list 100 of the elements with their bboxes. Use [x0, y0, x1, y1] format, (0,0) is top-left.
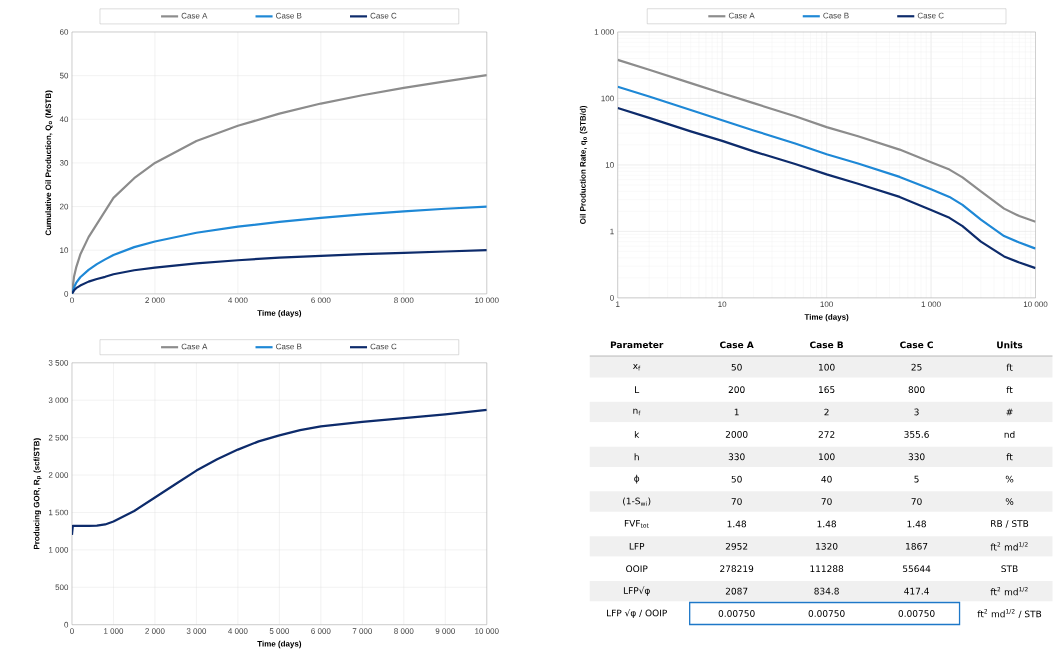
text: h [634, 453, 639, 461]
text: 1320 [816, 543, 838, 550]
x-tick-label: 2 000 [145, 297, 165, 304]
text: LFP [629, 543, 645, 550]
text: Case C [900, 341, 933, 349]
text: n$_{f}$ [633, 408, 641, 416]
text: nd [1004, 431, 1015, 439]
x-tick-label: 4 000 [228, 297, 248, 304]
text: 330 [728, 453, 745, 461]
y-tick-label: 3 000 [48, 397, 69, 404]
text: 70 [821, 498, 832, 506]
text: 70 [731, 498, 742, 506]
y-tick-label: 40 [59, 116, 69, 123]
text: 834.8 [814, 587, 839, 595]
legend-label: Case C [370, 13, 397, 19]
y-tick-label: 3 500 [48, 360, 69, 366]
text: 111288 [810, 565, 844, 573]
text: Case A [720, 341, 754, 349]
x-tick-label: 10 000 [475, 628, 499, 635]
text: 55644 [902, 565, 931, 573]
text: 3 [914, 408, 919, 416]
text: 417.4 [904, 587, 929, 595]
text: 100 [819, 453, 835, 461]
x-tick-label: 7 000 [352, 628, 373, 635]
legend-label: Case B [276, 13, 302, 19]
text: 1867 [906, 543, 928, 550]
legend-label: Case C [917, 12, 944, 19]
x-tick-label: 6 000 [311, 297, 331, 304]
text: ft$^{2}$ md$^{1/2}$ / STB [977, 609, 1042, 619]
y-tick-label: 100 [601, 95, 614, 102]
text: 2 [824, 408, 829, 416]
text: 355.6 [904, 431, 929, 438]
legend-label: Case A [728, 12, 755, 19]
text: 50 [731, 475, 742, 483]
y-tick-label: 2 500 [48, 434, 69, 441]
text: 200 [728, 386, 745, 394]
text: 25 [911, 363, 922, 371]
text: 2087 [725, 587, 748, 595]
text: 272 [818, 431, 835, 438]
y-axis-title: Producing GOR, R$_{p}$ (scf/STB) [33, 438, 42, 550]
text: 2952 [725, 543, 748, 550]
y-tick-label: 2 000 [48, 472, 69, 479]
y-tick-label: 20 [59, 203, 69, 210]
text: STB [1001, 565, 1018, 573]
y-axis-title: Cumulative Oil Production, Q$_{o}$ (MSTB) [45, 90, 53, 236]
x-tick-label: 100 [820, 301, 833, 308]
legend-label: Case C [370, 343, 397, 350]
text: 1.48 [907, 520, 926, 528]
text: OOIP [626, 565, 648, 573]
x-tick-label: 3 000 [186, 628, 207, 635]
text: Units [997, 341, 1023, 349]
text: ϕ [634, 474, 640, 484]
text: 50 [731, 363, 742, 371]
x-tick-label: 10 000 [1023, 301, 1048, 308]
text: # [1006, 408, 1013, 416]
text: ft [1006, 453, 1013, 461]
text: ft [1006, 386, 1013, 394]
x-tick-label: 6 000 [311, 628, 331, 635]
text: 800 [908, 386, 925, 394]
y-tick-label: 0 [64, 291, 69, 297]
y-tick-label: 10 [605, 162, 614, 168]
x-tick-label: 0 [70, 628, 74, 635]
y-tick-label: 60 [59, 29, 69, 35]
text: 2000 [725, 431, 748, 438]
text: ft$^{2}$ md$^{1/2}$ [990, 587, 1028, 596]
x-tick-label: 0 [70, 297, 74, 304]
legend-label: Case B [823, 12, 849, 19]
text: 0.00750 [898, 610, 935, 618]
y-tick-label: 0 [64, 622, 69, 628]
y-tick-label: 50 [59, 72, 69, 79]
text: (1-S$_{wi}$) [623, 497, 651, 506]
text: 70 [911, 498, 922, 506]
text: x$_{f}$ [633, 364, 641, 371]
line-series [71, 205, 487, 294]
text: 1.48 [727, 520, 747, 528]
y-tick-label: 500 [55, 584, 69, 591]
text: 40 [821, 475, 832, 483]
text: Parameter [610, 341, 664, 349]
y-tick-label: 1 [610, 228, 614, 235]
x-tick-label: 1 [616, 301, 620, 308]
text: 5 [914, 475, 919, 483]
text: 330 [908, 453, 925, 461]
x-tick-label: 5 000 [269, 628, 290, 635]
text: 100 [819, 363, 835, 371]
text: % [1005, 498, 1014, 506]
text: ft [1006, 363, 1013, 371]
text: 0.00750 [718, 610, 755, 618]
x-axis-title: Time (days) [257, 310, 302, 318]
y-tick-label: 1 500 [49, 509, 69, 516]
text: LFP√φ [623, 586, 650, 596]
y-axis-title: Oil Production Rate, q$_{o}$ (STB/d) [579, 106, 588, 225]
x-tick-label: 8 000 [394, 297, 414, 304]
y-tick-label: 10 [60, 247, 69, 254]
legend-label: Case B [276, 343, 302, 350]
text: k [634, 431, 640, 438]
text: ft$^{2}$ md$^{1/2}$ [990, 542, 1028, 551]
text: 165 [819, 386, 835, 394]
text: 0.00750 [808, 610, 845, 618]
text: 1.48 [817, 520, 837, 528]
y-tick-label: 1 000 [49, 547, 69, 553]
